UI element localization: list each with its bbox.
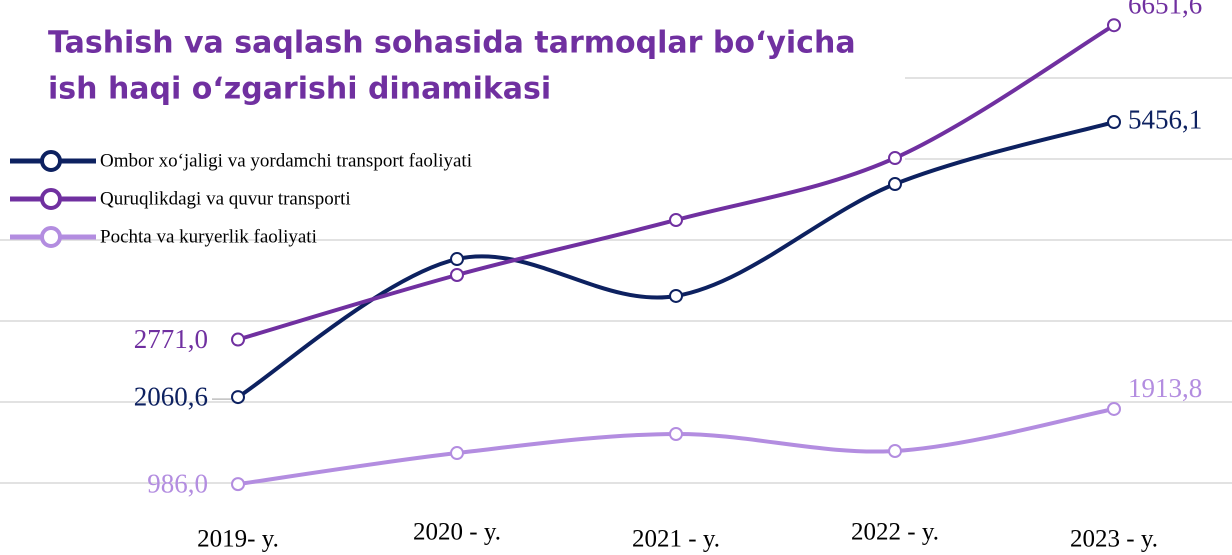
data-point bbox=[1107, 401, 1121, 416]
data-point bbox=[450, 446, 464, 461]
grid bbox=[0, 77, 1232, 484]
x-tick-label: 2020 - y. bbox=[413, 519, 501, 546]
legend-marker bbox=[40, 150, 62, 172]
data-point bbox=[450, 252, 464, 267]
data-point bbox=[1107, 115, 1121, 130]
data-point bbox=[450, 267, 464, 282]
x-tick-label: 2021 - y. bbox=[632, 526, 720, 553]
legend-marker bbox=[40, 226, 62, 248]
data-point bbox=[669, 212, 683, 227]
legend-label: Ombor xo‘jaligi va yordamchi transport f… bbox=[100, 150, 472, 171]
data-point bbox=[888, 444, 902, 459]
data-point bbox=[231, 390, 245, 405]
data-label: 6651,6 bbox=[1128, 0, 1202, 19]
data-point bbox=[231, 477, 245, 492]
chart-title: Tashish va saqlash sohasida tarmoqlar bo… bbox=[48, 26, 856, 61]
data-label: 986,0 bbox=[147, 468, 208, 498]
legend-marker bbox=[40, 188, 62, 210]
x-tick-label: 2023 - y. bbox=[1070, 526, 1158, 553]
data-point bbox=[888, 177, 902, 192]
data-point bbox=[669, 288, 683, 303]
legend-label: Pochta va kuryerlik faoliyati bbox=[100, 226, 317, 247]
x-tick-label: 2022 - y. bbox=[851, 519, 939, 546]
legend-label: Quruqlikdagi va quvur transporti bbox=[100, 188, 351, 209]
data-point bbox=[888, 151, 902, 166]
data-label: 2060,6 bbox=[134, 381, 208, 411]
x-tick-label: 2019- y. bbox=[197, 526, 279, 553]
chart-title: ish haqi o‘zgarishi dinamikasi bbox=[48, 72, 551, 107]
series-line bbox=[237, 407, 1115, 487]
data-label: 5456,1 bbox=[1128, 104, 1202, 134]
data-point bbox=[1107, 18, 1121, 33]
data-label: 2771,0 bbox=[134, 324, 208, 354]
data-point bbox=[231, 332, 245, 347]
data-point bbox=[669, 426, 683, 441]
data-label: 1913,8 bbox=[1128, 373, 1202, 403]
